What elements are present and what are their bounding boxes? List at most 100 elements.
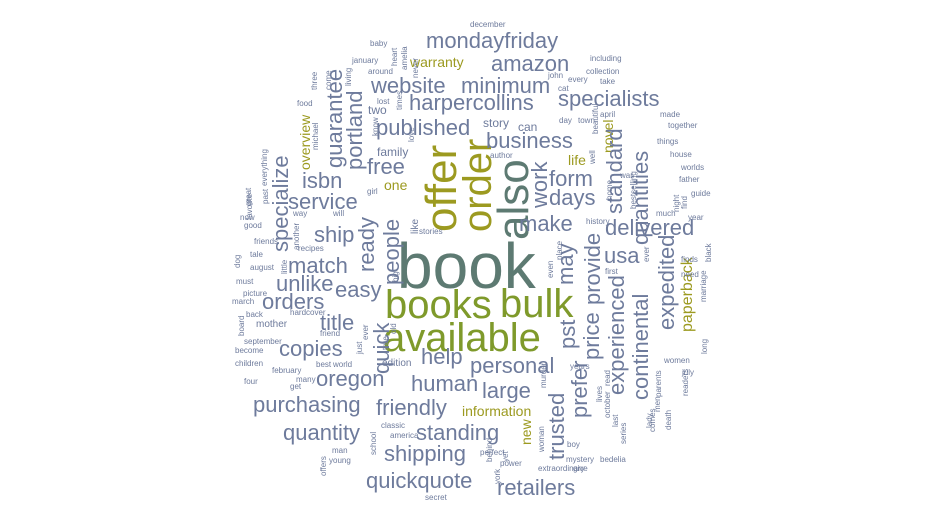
word: three xyxy=(310,71,319,90)
word: october xyxy=(603,391,612,418)
word: marriage xyxy=(699,270,708,302)
word: extraordinary xyxy=(538,464,585,473)
word: little xyxy=(280,259,289,274)
word: warranty xyxy=(410,54,464,70)
word: provide xyxy=(580,232,605,305)
word: help xyxy=(421,344,463,369)
word: offers xyxy=(319,456,328,476)
word: true xyxy=(381,336,390,350)
word: dog xyxy=(233,254,242,268)
word: book xyxy=(397,230,536,302)
word: retailers xyxy=(497,475,576,500)
word: free xyxy=(367,154,405,179)
word: read xyxy=(603,369,612,386)
word: bulk xyxy=(500,282,574,326)
word: ever xyxy=(642,246,651,262)
word: mother xyxy=(256,319,288,330)
word: worlds xyxy=(681,163,705,172)
word: quickquote xyxy=(366,468,473,493)
word: everything xyxy=(260,149,269,186)
word: overview xyxy=(297,114,313,170)
word: bedelia xyxy=(600,455,626,464)
word: website xyxy=(371,73,446,98)
word: michael xyxy=(311,122,320,150)
word: books xyxy=(385,283,492,327)
word: september xyxy=(244,337,282,346)
word: comes xyxy=(648,408,657,432)
word: old xyxy=(389,323,398,334)
word: yet xyxy=(501,451,510,462)
word: past xyxy=(261,188,270,204)
word: bestselling xyxy=(629,171,638,209)
word: long xyxy=(700,338,709,354)
word: march xyxy=(232,297,255,306)
word: friend xyxy=(320,329,341,338)
word: lost xyxy=(377,97,390,106)
word: finds xyxy=(681,255,698,264)
word: beautiful xyxy=(591,103,600,134)
word: amelia xyxy=(400,46,409,70)
word: isbn xyxy=(302,168,343,193)
word: specialists xyxy=(558,86,660,111)
word: food xyxy=(297,99,313,108)
word: father xyxy=(679,175,700,184)
word: know xyxy=(371,117,380,136)
word: another xyxy=(292,222,301,250)
word: give xyxy=(573,464,588,473)
word: series xyxy=(619,422,628,444)
word: good xyxy=(244,221,262,230)
word: easy xyxy=(335,277,382,302)
word: boy xyxy=(567,440,580,449)
word: ship xyxy=(314,222,355,247)
word: quantity xyxy=(283,420,361,445)
word: will xyxy=(333,209,345,218)
word: heart xyxy=(390,47,399,66)
word: two xyxy=(368,103,387,117)
word: continental xyxy=(628,293,653,400)
word: must xyxy=(236,277,254,286)
word: guide xyxy=(691,189,711,198)
word: years xyxy=(570,362,590,371)
word: february xyxy=(272,366,302,375)
word: together xyxy=(668,121,698,130)
word: perfect xyxy=(480,448,505,457)
word: baby xyxy=(370,39,388,48)
word: make xyxy=(519,211,573,236)
word: murder xyxy=(539,362,548,388)
word: need xyxy=(681,270,699,279)
word: published xyxy=(376,115,471,140)
word: august xyxy=(250,263,275,272)
word: black xyxy=(704,243,713,262)
word: one xyxy=(384,177,408,193)
word: delivered xyxy=(605,215,695,240)
word: even xyxy=(546,260,555,278)
word: mondayfriday xyxy=(426,28,559,53)
word: family xyxy=(377,145,409,159)
word: ever xyxy=(361,324,370,340)
word: day xyxy=(559,116,572,125)
word: children xyxy=(235,359,264,368)
word: readers xyxy=(681,368,690,396)
word: author xyxy=(490,151,513,160)
word: harpercollins xyxy=(409,90,534,115)
word: title xyxy=(320,310,355,335)
word: paperback xyxy=(679,257,696,332)
word: back xyxy=(246,310,263,319)
word: america xyxy=(390,431,419,440)
word: edition xyxy=(382,358,412,369)
word: well xyxy=(588,150,597,164)
word: many xyxy=(296,375,316,384)
word: classic xyxy=(381,421,406,430)
word: way xyxy=(293,209,308,218)
word: parents xyxy=(654,370,663,397)
word: large xyxy=(482,378,531,403)
word: available xyxy=(383,316,541,360)
word: much xyxy=(656,209,676,218)
word: information xyxy=(462,403,532,419)
word: favorite xyxy=(245,193,254,220)
word: home xyxy=(605,179,614,200)
word: york xyxy=(493,468,502,484)
word: history xyxy=(586,217,610,226)
word: story xyxy=(483,116,510,130)
word: like xyxy=(410,218,421,234)
